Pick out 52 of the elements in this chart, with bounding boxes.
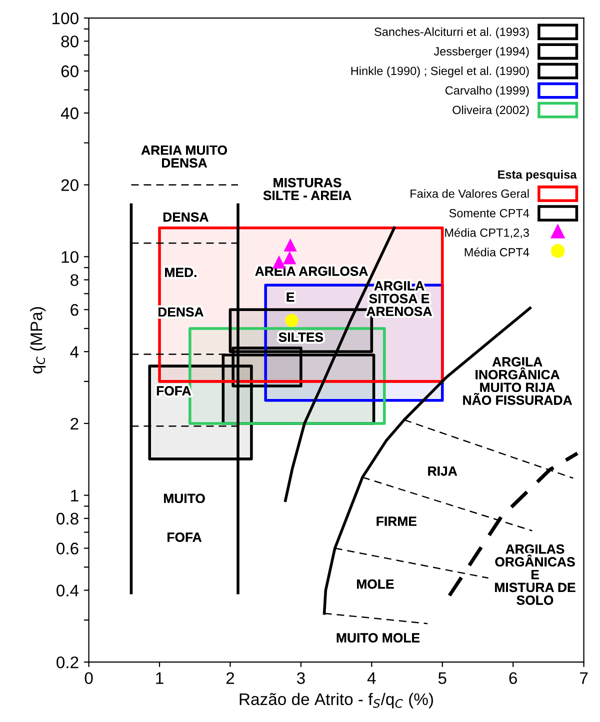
- y-tick-label: 60: [61, 65, 78, 78]
- point: [283, 251, 296, 264]
- legend-label: Somente CPT4: [449, 208, 530, 218]
- annotation: MOLE: [357, 579, 394, 589]
- x-tick-label: 1: [156, 672, 164, 684]
- legend-label: Hinkle (1990) ; Siegel et al. (1990): [351, 66, 529, 78]
- annotation: MUITO: [164, 494, 205, 504]
- annotation: FOFA: [168, 532, 202, 542]
- y-tick-label: 0.6: [56, 542, 78, 554]
- y-tick-label: 0.4: [56, 584, 79, 596]
- legend-label: Carvalho (1999): [445, 86, 529, 97]
- y-tick-label: 100: [52, 12, 78, 24]
- x-tick-label: 3: [296, 672, 305, 684]
- legend-label: Sanches-Alciturri et al. (1993): [374, 27, 529, 38]
- annotation: E: [286, 292, 294, 302]
- annotation: ARGILA INORGÂNICA MUITO RIJA NÃO FISSURADA: [463, 357, 572, 405]
- y-tick-label: 40: [60, 107, 78, 120]
- x-tick-label: 0: [84, 672, 93, 684]
- annotation: MISTURAS SILTE - AREIA: [263, 178, 352, 200]
- legend-label: Oliveira (2002): [452, 105, 529, 116]
- y-tick-label: 6: [70, 304, 78, 316]
- y-tick-label: 0.2: [56, 656, 78, 668]
- y-tick-label: 1: [71, 490, 78, 502]
- x-axis-title: Razão de Atrito - f$_{S}$/q$_{C}$ (%): [240, 692, 433, 708]
- legend-label: Faixa de Valores Geral: [410, 189, 529, 198]
- point: [285, 314, 298, 328]
- legend-label: Média CPT1,2,3: [445, 228, 529, 238]
- annotation: SILTES: [278, 332, 324, 342]
- y-tick-label: 2: [70, 418, 78, 430]
- legend-label: Média CPT4: [464, 248, 530, 256]
- point: [284, 238, 297, 252]
- y-tick-label: 20: [61, 179, 78, 192]
- annotation: DENSA: [163, 212, 208, 222]
- y-tick-label: 80: [61, 36, 78, 48]
- x-tick-label: 2: [226, 672, 234, 684]
- x-tick-label: 4: [367, 672, 376, 684]
- y-tick-label: 10: [62, 251, 78, 263]
- annotation: AREIA MUITO DENSA: [141, 145, 227, 168]
- x-tick-label: 6: [509, 672, 517, 684]
- annotation: ARGILAS ORGÂNICAS E MISTURA DE SOLO: [495, 544, 576, 605]
- y-tick-label: 8: [70, 274, 78, 286]
- y-tick-label: 4: [70, 346, 79, 358]
- y-axis-title: q$_{C}$ (MPa): [30, 307, 46, 374]
- legend-title: Esta pesquisa: [498, 170, 577, 182]
- annotation: FIRME: [376, 516, 416, 526]
- annotation: RIJA: [428, 466, 458, 476]
- annotation: MUITO MOLE: [336, 633, 420, 642]
- annotation: MED.: [165, 268, 196, 277]
- x-tick-label: 5: [438, 672, 446, 684]
- y-tick-label: 0.8: [56, 512, 78, 525]
- x-tick-label: 7: [580, 672, 588, 684]
- legend-label: Jessberger (1994): [434, 46, 529, 58]
